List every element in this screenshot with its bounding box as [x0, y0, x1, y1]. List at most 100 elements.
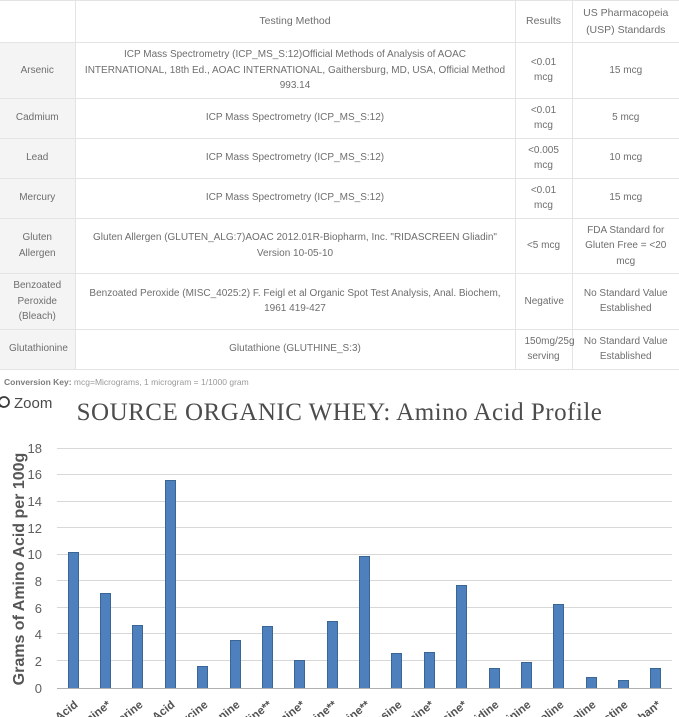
bar: [488, 667, 500, 688]
y-tick-label: 0: [34, 680, 42, 696]
bar-slot: [607, 449, 639, 688]
bar: [359, 556, 371, 688]
bar: [423, 651, 435, 688]
conversion-key-text: mcg=Micrograms, 1 microgram = 1/1000 gra…: [73, 376, 249, 387]
row-label-cell: Benzoated Peroxide (Bleach): [0, 273, 76, 330]
bar: [294, 659, 306, 688]
row-label-cell: Lead: [0, 137, 76, 179]
standard-cell: 10 mcg: [571, 137, 679, 179]
gridline: [57, 500, 672, 502]
zoom-button[interactable]: Zoom: [0, 395, 52, 412]
result-cell: Negative: [514, 273, 573, 330]
table-body: Arsenic ICP Mass Spectrometry (ICP_MS_S:1…: [0, 42, 679, 370]
method-cell: Gluten Allergen (GLUTEN_ALG:7)AOAC 2012.…: [74, 217, 516, 274]
bar: [132, 625, 144, 688]
y-tick-label: 4: [34, 627, 42, 643]
method-cell: ICP Mass Spectrometry (ICP_MS_S:12): [74, 137, 516, 179]
bar-slot: [251, 449, 283, 688]
table-row: Lead ICP Mass Spectrometry (ICP_MS_S:12) <…: [0, 137, 679, 179]
table-header-row: Testing Method Results US Pharmacopeia (…: [0, 0, 679, 43]
bar: [67, 552, 79, 688]
gridline: [57, 553, 672, 555]
results-header: Results: [514, 0, 573, 43]
testing-method-header: Testing Method: [74, 0, 516, 43]
bar-slot: [348, 449, 380, 688]
standard-cell: 15 mcg: [571, 42, 679, 99]
method-cell: ICP Mass Spectrometry (ICP_MS_S:12)Offic…: [74, 42, 516, 99]
bar-slot: [284, 449, 316, 688]
conversion-key: Conversion Key: mcg=Micrograms, 1 microg…: [4, 377, 679, 387]
y-tick-label: 8: [34, 573, 42, 589]
amino-acid-chart: Grams of Amino Acid per 100g 0 2 4 6 8 10 12 14…: [0, 435, 679, 717]
magnifier-icon: [0, 395, 10, 408]
x-axis-label: Aspartic Acid: [0, 699, 80, 717]
row-label-cell: Glutathionine: [0, 328, 76, 370]
chart-title: SOURCE ORGANIC WHEY: Amino Acid Profile: [76, 398, 603, 426]
bar: [520, 662, 532, 688]
gridline: [57, 527, 672, 529]
empty-header-cell: [0, 0, 76, 43]
result-cell: <5 mcg: [514, 217, 573, 274]
bar-slot: [413, 449, 445, 688]
x-axis-label: Serine: [110, 698, 146, 717]
standard-cell: FDA Standard for Gluten Free = <20 mcg: [571, 217, 679, 274]
bar: [650, 667, 662, 688]
gridline: [57, 447, 672, 449]
standard-cell: No Standard Value Established: [571, 328, 679, 370]
bar-slot: [122, 449, 154, 688]
row-label-cell: Mercury: [0, 177, 76, 219]
table-row: Mercury ICP Mass Spectrometry (ICP_MS_S:1…: [0, 177, 679, 219]
bar-slot: [510, 449, 542, 688]
row-label-cell: Cadmium: [0, 97, 76, 139]
y-tick-label: 6: [34, 600, 42, 616]
usp-standards-header: US Pharmacopeia (USP) Standards: [571, 0, 679, 43]
bar: [100, 593, 112, 688]
method-cell: ICP Mass Spectrometry (ICP_MS_S:12): [74, 97, 516, 139]
bar-slot: [316, 449, 348, 688]
gridline: [57, 474, 672, 476]
bar: [618, 679, 630, 688]
x-axis-labels: Aspartic AcidThreonine*SerineGlutamic Ac…: [15, 693, 672, 717]
zoom-label: Zoom: [14, 394, 53, 412]
result-cell: <0.005 mcg: [514, 137, 573, 179]
plot-area: [57, 447, 672, 689]
standard-cell: 15 mcg: [571, 177, 679, 219]
result-cell: <0.01 mcg: [514, 177, 573, 219]
row-label-cell: Arsenic: [0, 42, 76, 99]
bar: [553, 603, 565, 688]
table-row: Cadmium ICP Mass Spectrometry (ICP_MS_S:1…: [0, 97, 679, 139]
testing-results-table: Testing Method Results US Pharmacopeia (…: [0, 0, 679, 370]
y-tick-label: 12: [27, 520, 42, 536]
row-label-cell: Gluten Allergen: [0, 217, 76, 274]
bar-slot: [89, 449, 121, 688]
standard-cell: No Standard Value Established: [571, 273, 679, 330]
table-row: Glutathionine Glutathione (GLUTHINE_S:3) 1…: [0, 328, 679, 370]
bar: [164, 480, 176, 688]
method-cell: ICP Mass Spectrometry (ICP_MS_S:12): [74, 177, 516, 219]
table-row: Arsenic ICP Mass Spectrometry (ICP_MS_S:1…: [0, 42, 679, 99]
method-cell: Benzoated Peroxide (MISC_4025:2) F. Feig…: [74, 273, 516, 330]
bar-slot: [543, 449, 575, 688]
y-tick-label: 14: [27, 493, 42, 509]
result-cell: <0.01 mcg: [514, 42, 573, 99]
table-row: Gluten Allergen Gluten Allergen (GLUTEN_A…: [0, 217, 679, 274]
bar: [585, 676, 597, 688]
standard-cell: 5 mcg: [571, 97, 679, 139]
bar-slot: [478, 449, 510, 688]
bar: [391, 652, 403, 688]
table-row: Benzoated Peroxide (Bleach) Benzoated Per…: [0, 273, 679, 330]
bar-slot: [446, 449, 478, 688]
y-tick-label: 16: [27, 467, 42, 483]
bar: [261, 626, 273, 688]
y-tick-label: 2: [34, 653, 42, 669]
bar-slot: [575, 449, 607, 688]
bar: [229, 639, 241, 688]
bar-slot: [640, 449, 672, 688]
conversion-key-label: Conversion Key:: [4, 376, 72, 387]
y-tick-label: 18: [27, 440, 42, 456]
result-cell: 150mg/25g serving: [514, 328, 575, 370]
bar: [456, 585, 468, 688]
bar: [326, 621, 338, 688]
bar-slot: [381, 449, 413, 688]
